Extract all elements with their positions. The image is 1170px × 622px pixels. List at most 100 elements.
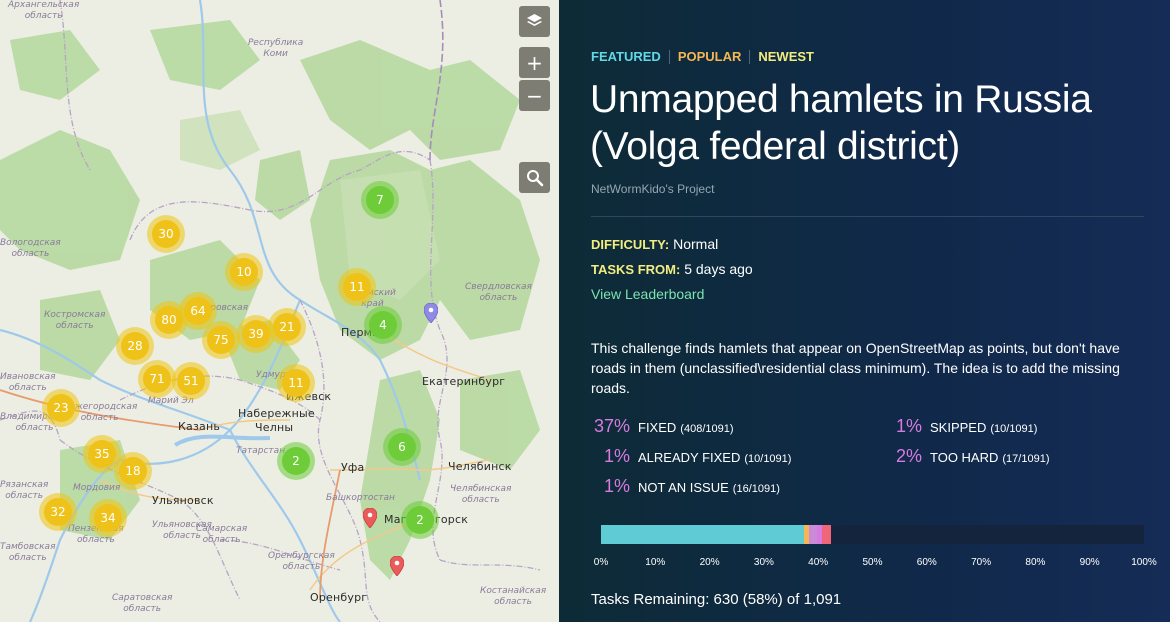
map-cluster[interactable]: 30 bbox=[147, 215, 185, 253]
region-tambov: Тамбовская область bbox=[0, 542, 56, 563]
stat-count: (16/1091) bbox=[732, 483, 780, 495]
zoom-out-button[interactable]: − bbox=[519, 80, 550, 111]
challenge-details-panel: FEATURED POPULAR NEWEST Unmapped hamlets… bbox=[559, 0, 1170, 622]
map-cluster[interactable]: 6 bbox=[383, 428, 421, 466]
difficulty-label: DIFFICULTY: bbox=[591, 237, 670, 252]
region-sverdlovsk: Свердловская область bbox=[465, 282, 532, 303]
stat-count: (10/1091) bbox=[744, 453, 792, 465]
cluster-count: 4 bbox=[369, 311, 397, 339]
progress-segment-already-fixed bbox=[804, 525, 809, 544]
stat-percent: 37% bbox=[593, 416, 630, 436]
task-marker-pin[interactable] bbox=[363, 508, 377, 528]
map-cluster[interactable]: 80 bbox=[150, 301, 188, 339]
stat-already-fixed: 1% ALREADY FIXED (10/1091) bbox=[590, 446, 791, 467]
map-cluster[interactable]: 71 bbox=[138, 360, 176, 398]
cluster-count: 10 bbox=[230, 258, 258, 286]
stat-label: SKIPPED bbox=[930, 420, 987, 435]
map-cluster[interactable]: 10 bbox=[225, 253, 263, 291]
region-kirov: Кировская bbox=[198, 303, 249, 313]
stat-too-hard: 2% TOO HARD (17/1091) bbox=[882, 446, 1050, 467]
zoom-in-button[interactable]: + bbox=[519, 47, 550, 78]
progress-segment-too-hard bbox=[821, 525, 831, 544]
axis-tick-label: 20% bbox=[699, 557, 720, 568]
region-mari-el: Марий Эл bbox=[148, 396, 194, 406]
tasks-from-value: 5 days ago bbox=[684, 261, 753, 277]
map-cluster[interactable]: 2 bbox=[277, 442, 315, 480]
map-cluster[interactable]: 23 bbox=[42, 389, 80, 427]
tasks-from-row: TASKS FROM: 5 days ago bbox=[591, 261, 753, 277]
region-orenburg: Оренбургская область bbox=[268, 551, 335, 572]
difficulty-value: Normal bbox=[673, 236, 719, 252]
tab-featured[interactable]: FEATURED bbox=[591, 50, 670, 64]
completion-progress-bar bbox=[601, 525, 1144, 544]
cluster-count: 39 bbox=[242, 320, 270, 348]
region-tatarstan: Татарстан bbox=[236, 446, 286, 456]
axis-tick-label: 100% bbox=[1131, 557, 1157, 568]
stat-percent: 1% bbox=[603, 476, 630, 496]
map-cluster[interactable]: 18 bbox=[114, 452, 152, 490]
task-marker-pin[interactable] bbox=[424, 303, 438, 323]
cluster-count: 71 bbox=[143, 365, 171, 393]
cluster-count: 2 bbox=[406, 506, 434, 534]
stat-label: FIXED bbox=[638, 420, 677, 435]
cluster-count: 64 bbox=[184, 297, 212, 325]
map-panel[interactable]: Пермь Екатеринбург Ижевск Набережные Чел… bbox=[0, 0, 559, 622]
stat-percent: 2% bbox=[895, 446, 922, 466]
stat-skipped: 1% SKIPPED (10/1091) bbox=[882, 416, 1037, 437]
axis-tick-label: 0% bbox=[593, 557, 609, 568]
stat-not-an-issue: 1% NOT AN ISSUE (16/1091) bbox=[590, 476, 780, 497]
cluster-count: 32 bbox=[44, 498, 72, 526]
region-ryazan: Рязанская область bbox=[0, 480, 49, 501]
challenge-description: This challenge finds hamlets that appear… bbox=[591, 340, 1120, 396]
stat-percent: 1% bbox=[895, 416, 922, 436]
map-search-button[interactable] bbox=[519, 162, 550, 193]
map-cluster[interactable]: 11 bbox=[338, 268, 376, 306]
cluster-count: 80 bbox=[155, 306, 183, 334]
stat-percent: 1% bbox=[603, 446, 630, 466]
cluster-count: 21 bbox=[273, 313, 301, 341]
place-ufa: Уфа bbox=[341, 461, 365, 474]
tab-newest[interactable]: NEWEST bbox=[758, 49, 814, 64]
axis-tick-label: 70% bbox=[971, 557, 992, 568]
axis-tick-label: 60% bbox=[916, 557, 937, 568]
region-kostanay: Костанайская область bbox=[480, 586, 547, 607]
region-samara: Самарская область bbox=[196, 524, 248, 545]
challenge-category-tabs: FEATURED POPULAR NEWEST bbox=[591, 50, 822, 64]
region-mordovia: Мордовия bbox=[73, 483, 121, 493]
axis-tick-label: 80% bbox=[1025, 557, 1046, 568]
place-chelyabinsk: Челябинск bbox=[448, 460, 512, 473]
map-cluster[interactable]: 51 bbox=[172, 362, 210, 400]
difficulty-row: DIFFICULTY: Normal bbox=[591, 236, 718, 252]
place-naberezhnye: Набережные bbox=[238, 407, 315, 420]
place-chelny: Челны bbox=[255, 421, 294, 434]
view-leaderboard-link[interactable]: View Leaderboard bbox=[591, 286, 705, 302]
region-vologda: Вологодская область bbox=[0, 238, 61, 259]
map-cluster[interactable]: 28 bbox=[116, 327, 154, 365]
map-cluster[interactable]: 75 bbox=[202, 321, 240, 359]
map-cluster[interactable]: 32 bbox=[39, 493, 77, 531]
task-marker-pin[interactable] bbox=[390, 556, 404, 576]
cluster-count: 11 bbox=[282, 369, 310, 397]
search-icon bbox=[526, 169, 543, 186]
layers-button[interactable] bbox=[519, 6, 550, 37]
tab-popular[interactable]: POPULAR bbox=[670, 50, 751, 64]
stat-count: (408/1091) bbox=[680, 423, 734, 435]
cluster-count: 28 bbox=[121, 332, 149, 360]
axis-tick-label: 30% bbox=[753, 557, 774, 568]
cluster-count: 7 bbox=[366, 186, 394, 214]
cluster-count: 23 bbox=[47, 394, 75, 422]
map-cluster[interactable]: 21 bbox=[268, 308, 306, 346]
cluster-count: 11 bbox=[343, 273, 371, 301]
map-cluster[interactable]: 2 bbox=[401, 501, 439, 539]
place-ekaterinburg: Екатеринбург bbox=[422, 375, 506, 388]
map-cluster[interactable]: 4 bbox=[364, 306, 402, 344]
map-cluster[interactable]: 34 bbox=[89, 499, 127, 537]
stat-count: (10/1091) bbox=[990, 423, 1038, 435]
region-ivanovo: Ивановская область bbox=[0, 372, 56, 393]
place-orenburg: Оренбург bbox=[310, 591, 368, 604]
tasks-remaining: Tasks Remaining: 630 (58%) of 1,091 bbox=[591, 591, 842, 608]
cluster-count: 75 bbox=[207, 326, 235, 354]
map-cluster[interactable]: 7 bbox=[361, 181, 399, 219]
map-cluster[interactable]: 11 bbox=[277, 364, 315, 402]
stat-label: TOO HARD bbox=[930, 450, 999, 465]
